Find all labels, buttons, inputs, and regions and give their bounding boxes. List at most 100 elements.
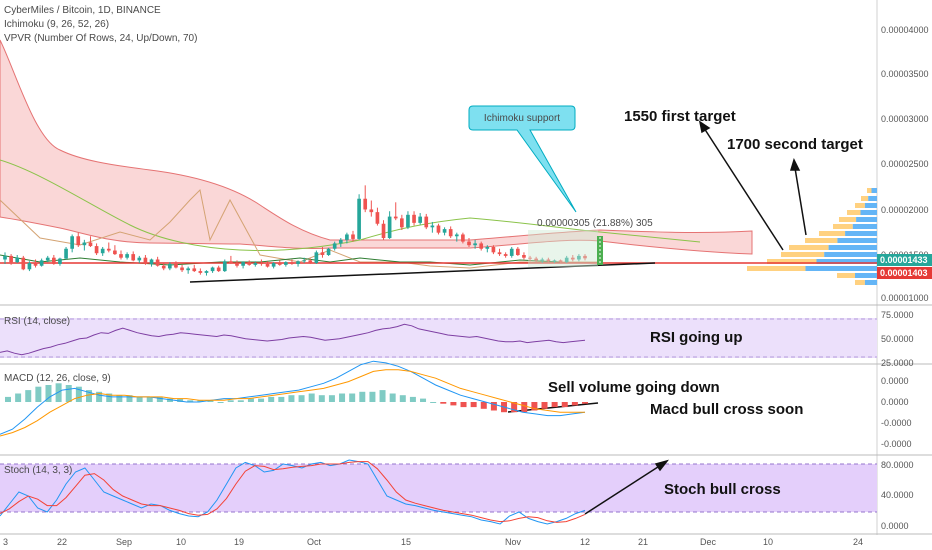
candle-body [485,246,490,249]
vpvr-bar-down [767,259,817,264]
macd-hist-bar [156,396,163,402]
candle-body [259,263,264,265]
time-tick: Dec [700,537,717,547]
macd-hist-bar [521,402,528,413]
time-tick: Oct [307,537,322,547]
macd-hist-bar [379,390,386,402]
candle-body [302,260,306,262]
vpvr-bar-down [847,210,861,215]
vpvr-bar-down [789,245,829,250]
vpvr-bar-up [828,245,877,250]
macd-hist-bar [490,402,497,411]
rsi-tick: 75.0000 [881,310,914,320]
candle-body [3,255,7,260]
candle-body [406,214,410,228]
macd-hist-bar [187,400,194,402]
candle-body [33,263,38,266]
stoch-tick: 80.0000 [881,460,914,470]
candle-body [424,216,429,228]
macd-cross-note: Macd bull cross soon [650,401,803,418]
vpvr-bar-down [781,252,825,257]
macd-hist-bar [480,402,487,409]
macd-hist-bar [268,396,275,402]
vpvr-bar-up [837,238,877,243]
candle-body [180,267,184,271]
vpvr-bar-down [819,231,846,236]
candle-body [143,257,148,264]
candle-body [381,223,386,239]
macd-hist-bar [106,393,113,402]
macd-hist-bar [541,402,548,409]
candle-body [442,229,447,233]
time-tick: Nov [505,537,522,547]
candle-body [290,262,294,264]
macd-hist-bar [582,402,588,404]
vpvr-bar-up [824,252,877,257]
time-tick: 19 [234,537,244,547]
candle-body [186,268,190,271]
macd-hist-bar [5,396,11,402]
macd-hist-bar [197,400,204,402]
candle-body [412,214,416,223]
candle-body [125,254,129,258]
stoch-k-line [0,459,586,525]
macd-hist-bar [25,390,32,402]
candle-body [393,216,398,219]
price-tick: 0.00004000 [881,25,929,35]
candle-body [64,248,68,259]
candle-body [308,260,313,264]
chikou-line [0,254,561,266]
macd-hist-bar [328,395,335,402]
candle-body [119,254,123,258]
macd-hist-bar [298,395,305,402]
macd-hist-bar [35,386,42,402]
time-tick: 21 [638,537,648,547]
vpvr-bar-down [861,196,869,201]
vpvr-bar-down [805,238,838,243]
vpvr-bar-up [805,266,877,271]
time-tick: 10 [763,537,773,547]
time-tick: 10 [176,537,186,547]
candle-body [253,263,258,265]
candle-body [564,257,569,263]
macd-hist-bar [318,395,325,402]
macd-hist-bar [551,402,558,408]
candle-body [326,248,331,256]
stoch-d-line [0,461,586,523]
stoch-tick: 40.0000 [881,490,914,500]
macd-label: MACD (12, 26, close, 9) [4,373,111,384]
candle-body [338,239,343,244]
candle-body [448,229,453,237]
macd-hist-bar [511,402,518,413]
candle-body [161,265,166,269]
macd-hist-bar [227,400,234,402]
macd-hist-bar [389,393,396,402]
price-tick: 0.00001000 [881,293,929,303]
macd-hist-bar [470,402,477,408]
last-price: 0.00001433 [880,255,928,265]
line-price: 0.00001403 [880,268,928,278]
candle-body [528,257,532,259]
candle-body [583,255,587,259]
candle-body [271,263,276,267]
candle-body [454,234,459,237]
candle-body [210,267,215,272]
vpvr-bar-down [837,273,855,278]
candle-body [204,271,209,273]
candle-body [577,255,581,260]
stoch-arrow [584,459,669,515]
macd-signal-line [0,369,585,437]
vpvr-label: VPVR (Number Of Rows, 24, Up/Down, 70) [4,33,197,44]
candle-body [522,255,526,258]
macd-hist-bar [146,396,153,402]
target2-text: 1700 second target [727,136,863,153]
candle-body [149,259,154,264]
candle-body [516,248,520,256]
candles [3,185,587,276]
candle-body [467,241,471,246]
candle-body [82,242,87,246]
candle-body [479,243,484,249]
macd-hist-bar [288,395,295,402]
vpvr-bar-down [867,188,872,193]
